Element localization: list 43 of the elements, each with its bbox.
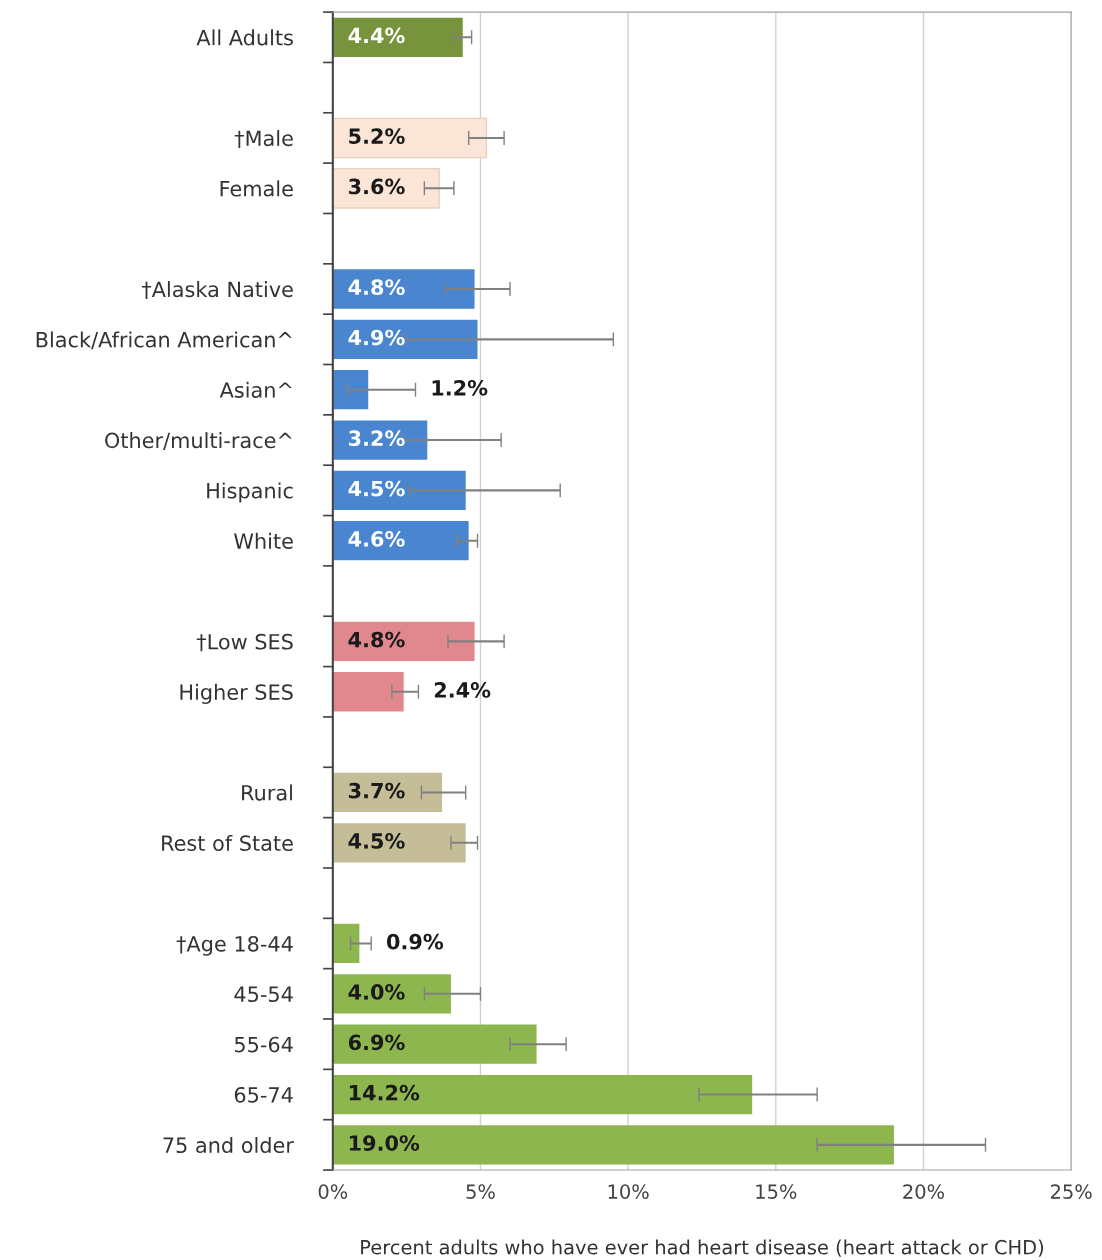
data-label: 4.6% [348,531,405,547]
y-tick-label: Other/multi-race^ [105,432,292,450]
y-tick-label: †Alaska Native [141,281,293,299]
y-tick-label: Hispanic [207,482,293,503]
y-tick-label: 55-64 [234,1036,293,1053]
data-label: 3.6% [348,178,405,195]
x-tick-label: 10% [608,1184,649,1199]
data-label: 4.5% [348,480,405,497]
y-tick-label: †Low SES [196,633,293,652]
data-label: 4.8% [348,279,405,296]
y-tick-label: 75 and older [163,1136,294,1154]
data-label: 4.5% [348,833,405,849]
y-tick-label: Rural [242,784,292,801]
x-tick-label: 25% [1050,1184,1092,1199]
data-label: 4.4% [348,27,405,44]
data-label: 14.2% [349,1084,420,1101]
y-tick-label: †Male [234,130,293,148]
data-label: 3.7% [348,782,405,799]
data-label: 3.2% [348,430,405,447]
y-tick-label: Asian^ [219,381,292,398]
y-tick-label: 45-54 [234,986,293,1003]
data-label: 1.2% [432,379,488,396]
data-label: 0.9% [386,933,444,950]
data-label: 19.0% [349,1135,420,1151]
x-tick-label: 5% [466,1184,495,1199]
data-label: 6.9% [348,1034,405,1051]
y-tick-label: Rest of State [162,834,293,851]
data-label: 4.0% [348,984,405,1000]
y-tick-label: †Age 18-44 [176,935,293,956]
data-label: 5.2% [349,128,405,144]
x-tick-label: 20% [903,1184,945,1199]
x-tick-label: 15% [756,1184,797,1199]
data-label: 4.8% [348,631,405,648]
data-label: 2.4% [434,682,491,698]
y-tick-label: Black/African American^ [36,331,292,350]
data-label: 4.9% [348,329,405,346]
x-axis-title: Percent adults who have ever had heart disease (heart attack or CHD) [361,1239,1044,1257]
y-tick-label: White [234,532,293,549]
y-tick-label: Female [220,180,293,197]
y-tick-label: 65-74 [234,1086,293,1103]
y-tick-label: Higher SES [180,683,293,704]
x-tick-label: 0% [318,1184,348,1199]
y-tick-label: All Adults [196,29,293,46]
